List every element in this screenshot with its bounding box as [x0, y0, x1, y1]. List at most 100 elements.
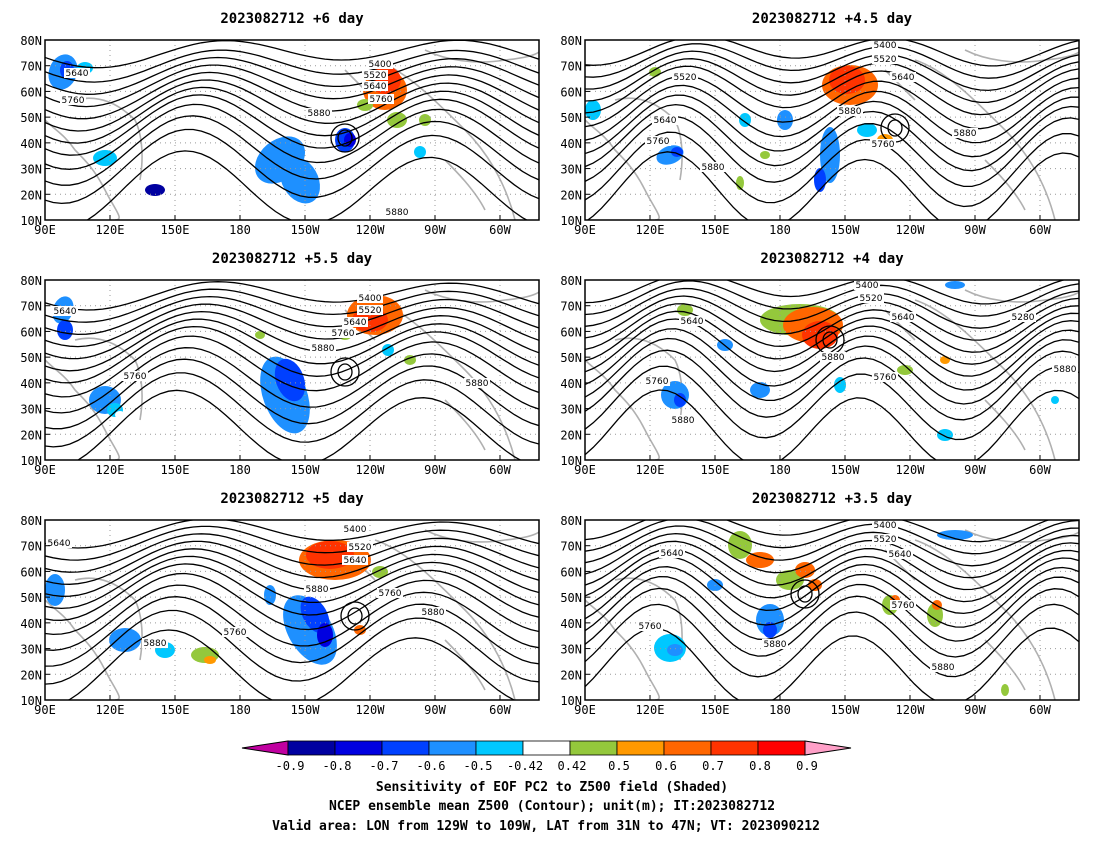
lat-tick-label: 40N: [560, 377, 582, 391]
lon-tick-label: 90E: [574, 463, 596, 477]
z500-contour: [45, 79, 539, 132]
contour-label-text: 5880: [312, 344, 335, 354]
z500-contour: [585, 280, 1066, 305]
colorbar-swatch: [663, 740, 712, 756]
coastline: [914, 59, 1056, 220]
contour-label-text: 5520: [349, 543, 372, 553]
z500-closed-contour: [887, 119, 903, 137]
contour-label-text: 5520: [674, 73, 697, 83]
contour-label: 5880: [306, 108, 332, 119]
z500-contour: [585, 131, 1079, 208]
z500-contour: [45, 86, 539, 144]
lat-tick-label: 30N: [20, 643, 42, 657]
map-panel-4: 2023082712 +4 day 5400 5520 5640 5640 5280 576…: [560, 251, 1080, 477]
lon-tick-label: 60W: [1029, 463, 1051, 477]
contour-label: 5280: [1010, 312, 1036, 323]
coastline: [45, 359, 120, 460]
coastline: [74, 97, 143, 181]
contour-label-text: 5520: [860, 294, 883, 304]
coastline: [984, 399, 1026, 451]
lon-tick-label: 150W: [831, 463, 861, 477]
z500-closed-contour: [337, 363, 353, 381]
contour-label-text: 5880: [306, 585, 329, 595]
z500-contour: [585, 575, 1079, 642]
contour-label-text: 5880: [144, 639, 167, 649]
lon-tick-label: 150W: [831, 223, 861, 237]
contour-label: 5880: [670, 415, 696, 426]
sensitivity-shading: [674, 393, 686, 407]
coastline: [45, 119, 120, 220]
contour-label-text: 5760: [892, 601, 915, 611]
sensitivity-shading: [274, 358, 306, 402]
lon-tick-label: 60W: [489, 703, 511, 717]
contour-label-text: 5880: [839, 107, 862, 117]
lon-tick-label: 120W: [896, 223, 926, 237]
sensitivity-shading: [897, 365, 913, 375]
contour-label: 5400: [357, 293, 383, 304]
z500-contour: [585, 295, 1079, 341]
z500-contour: [45, 318, 539, 372]
lat-tick-label: 80N: [20, 274, 42, 288]
contour-label: 5520: [872, 534, 898, 545]
contour-label-text: 5640: [364, 82, 387, 92]
z500-contour: [45, 303, 539, 348]
lat-tick-label: 80N: [560, 514, 582, 528]
contour-label-text: 5760: [62, 96, 85, 106]
z500-contour: [45, 295, 539, 336]
lat-tick-label: 70N: [560, 60, 582, 74]
panel-title: 2023082712 +5 day: [220, 491, 364, 507]
contour-label: 5880: [837, 106, 863, 117]
contour-label: 5760: [870, 139, 896, 150]
contour-label: 5760: [377, 588, 403, 599]
contour-label: 5880: [820, 352, 846, 363]
lat-tick-label: 30N: [560, 163, 582, 177]
z500-contour: [45, 584, 539, 651]
z500-contour: [585, 520, 1079, 555]
contour-label-text: 5760: [124, 372, 147, 382]
contour-label-text: 5880: [672, 416, 695, 426]
coastline: [585, 599, 660, 700]
contour-label: 5640: [342, 317, 368, 328]
z500-contour: [585, 84, 1079, 144]
lat-tick-label: 10N: [20, 454, 42, 468]
colorbar-tick-label: -0.5: [464, 759, 493, 773]
contour-label-text: 5880: [702, 163, 725, 173]
z500-contour: [45, 609, 539, 685]
sensitivity-shading: [264, 585, 276, 605]
z500-contour: [585, 603, 1079, 678]
contour-label: 5880: [952, 128, 978, 139]
contour-label-text: 5880: [308, 109, 331, 119]
z500-closed-contour: [337, 129, 353, 147]
map-frame: [44, 279, 540, 461]
colorbar-swatch: [475, 740, 524, 756]
z500-contour: [585, 328, 1079, 391]
lat-tick-label: 10N: [560, 214, 582, 228]
z500-contour: [585, 587, 1079, 658]
coastline: [444, 159, 486, 211]
map-area: 5400 5520 5640 5640 5280 5760 5880 5760 5880 5880: [585, 280, 1079, 460]
lon-tick-label: 120W: [356, 703, 386, 717]
contour-label-text: 5880: [1054, 365, 1077, 375]
z500-contour: [45, 572, 539, 636]
z500-contour: [585, 43, 1079, 79]
lat-tick-label: 80N: [560, 34, 582, 48]
z500-closed-contour: [347, 607, 363, 625]
contour-label: 5880: [310, 343, 336, 354]
lat-tick-label: 80N: [20, 514, 42, 528]
lon-tick-label: 120E: [96, 463, 125, 477]
z500-contour: [45, 103, 539, 170]
lon-tick-label: 60W: [1029, 223, 1051, 237]
contour-label: 5640: [52, 306, 78, 317]
colorbar-swatch: [616, 740, 665, 756]
lon-tick-label: 90E: [34, 703, 56, 717]
caption-line-2: NCEP ensemble mean Z500 (Contour); unit(…: [329, 799, 775, 814]
z500-closed-contour: [822, 331, 838, 349]
sensitivity-shading: [109, 628, 141, 652]
lat-tick-label: 70N: [560, 300, 582, 314]
sensitivity-shading: [414, 146, 426, 158]
lat-tick-label: 60N: [560, 85, 582, 99]
contour-label-text: 5400: [856, 281, 879, 291]
lat-tick-label: 20N: [560, 668, 582, 682]
lon-tick-label: 90E: [34, 463, 56, 477]
